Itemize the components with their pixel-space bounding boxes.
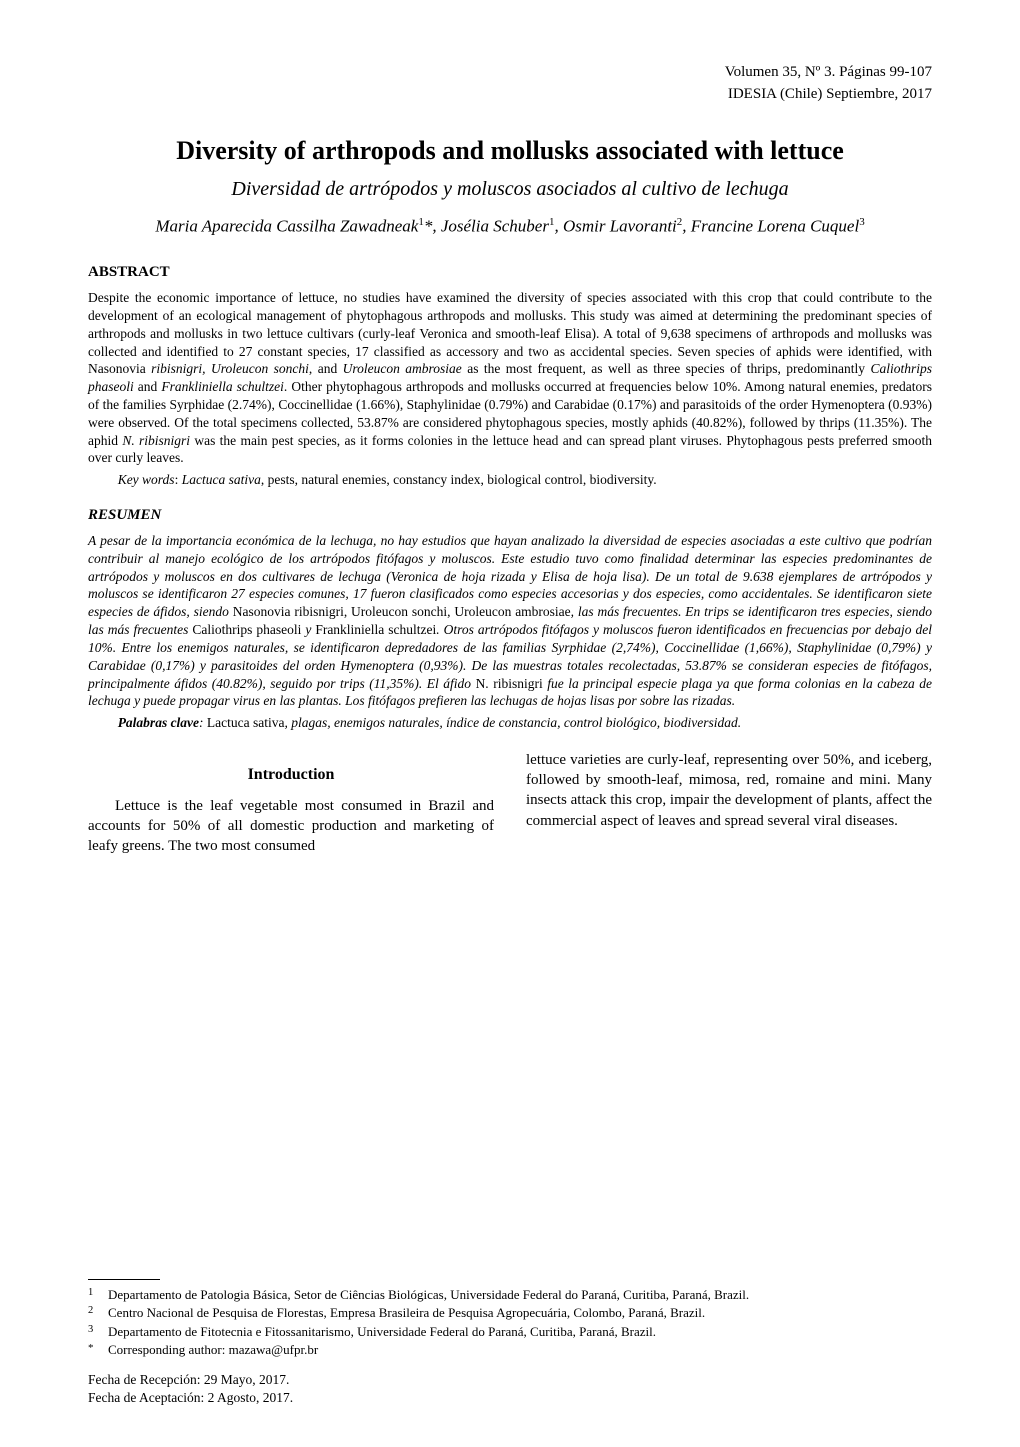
resumen-heading: RESUMEN	[88, 507, 932, 524]
article-title: Diversity of arthropods and mollusks ass…	[88, 136, 932, 166]
intro-col-left: Introduction Lettuce is the leaf vegetab…	[88, 750, 494, 856]
intro-columns: Introduction Lettuce is the leaf vegetab…	[88, 750, 932, 856]
page: Volumen 35, Nº 3. Páginas 99-107 IDESIA …	[0, 0, 1020, 1447]
footnote-star: * Corresponding author: mazawa@ufpr.br	[88, 1341, 932, 1359]
fecha-recepcion: Fecha de Recepción: 29 Mayo, 2017.	[88, 1371, 932, 1389]
footnote-text: Corresponding author: mazawa@ufpr.br	[108, 1341, 932, 1359]
footnote-2: 2 Centro Nacional de Pesquisa de Florest…	[88, 1304, 932, 1323]
footnote-marker: 1	[88, 1287, 93, 1298]
footnote-marker: 3	[88, 1324, 93, 1335]
footnote-rule	[88, 1279, 160, 1280]
intro-col-right: lettuce varieties are curly-leaf, repres…	[526, 750, 932, 856]
intro-left-text: Lettuce is the leaf vegetable most consu…	[88, 796, 494, 857]
footnotes: 1 Departamento de Patologia Básica, Seto…	[88, 1279, 932, 1407]
footnote-marker: *	[88, 1341, 108, 1359]
footnote-text: Centro Nacional de Pesquisa de Florestas…	[108, 1304, 932, 1323]
abstract-keywords: Key words: Lactuca sativa, pests, natura…	[88, 471, 932, 489]
footnote-text: Departamento de Patologia Básica, Setor …	[108, 1286, 932, 1305]
abstract-body: Despite the economic importance of lettu…	[88, 289, 932, 467]
footnote-marker: 2	[88, 1305, 93, 1316]
footnote-text: Departamento de Fitotecnia e Fitossanita…	[108, 1323, 932, 1342]
fecha-aceptacion: Fecha de Aceptación: 2 Agosto, 2017.	[88, 1389, 932, 1407]
resumen-body: A pesar de la importancia económica de l…	[88, 532, 932, 710]
footnote-3: 3 Departamento de Fitotecnia e Fitossani…	[88, 1323, 932, 1342]
abstract-heading: ABSTRACT	[88, 264, 932, 281]
journal-line: IDESIA (Chile) Septiembre, 2017	[88, 84, 932, 106]
volume-line: Volumen 35, Nº 3. Páginas 99-107	[88, 62, 932, 84]
resumen-palabras: Palabras clave: Lactuca sativa, plagas, …	[88, 714, 932, 732]
footnote-1: 1 Departamento de Patologia Básica, Seto…	[88, 1286, 932, 1305]
article-subtitle: Diversidad de artrópodos y moluscos asoc…	[88, 178, 932, 201]
fechas: Fecha de Recepción: 29 Mayo, 2017. Fecha…	[88, 1371, 932, 1407]
journal-meta: Volumen 35, Nº 3. Páginas 99-107 IDESIA …	[88, 62, 932, 106]
intro-heading: Introduction	[88, 764, 494, 786]
intro-right-text: lettuce varieties are curly-leaf, repres…	[526, 750, 932, 831]
authors: Maria Aparecida Cassilha Zawadneak1*, Jo…	[88, 215, 932, 239]
